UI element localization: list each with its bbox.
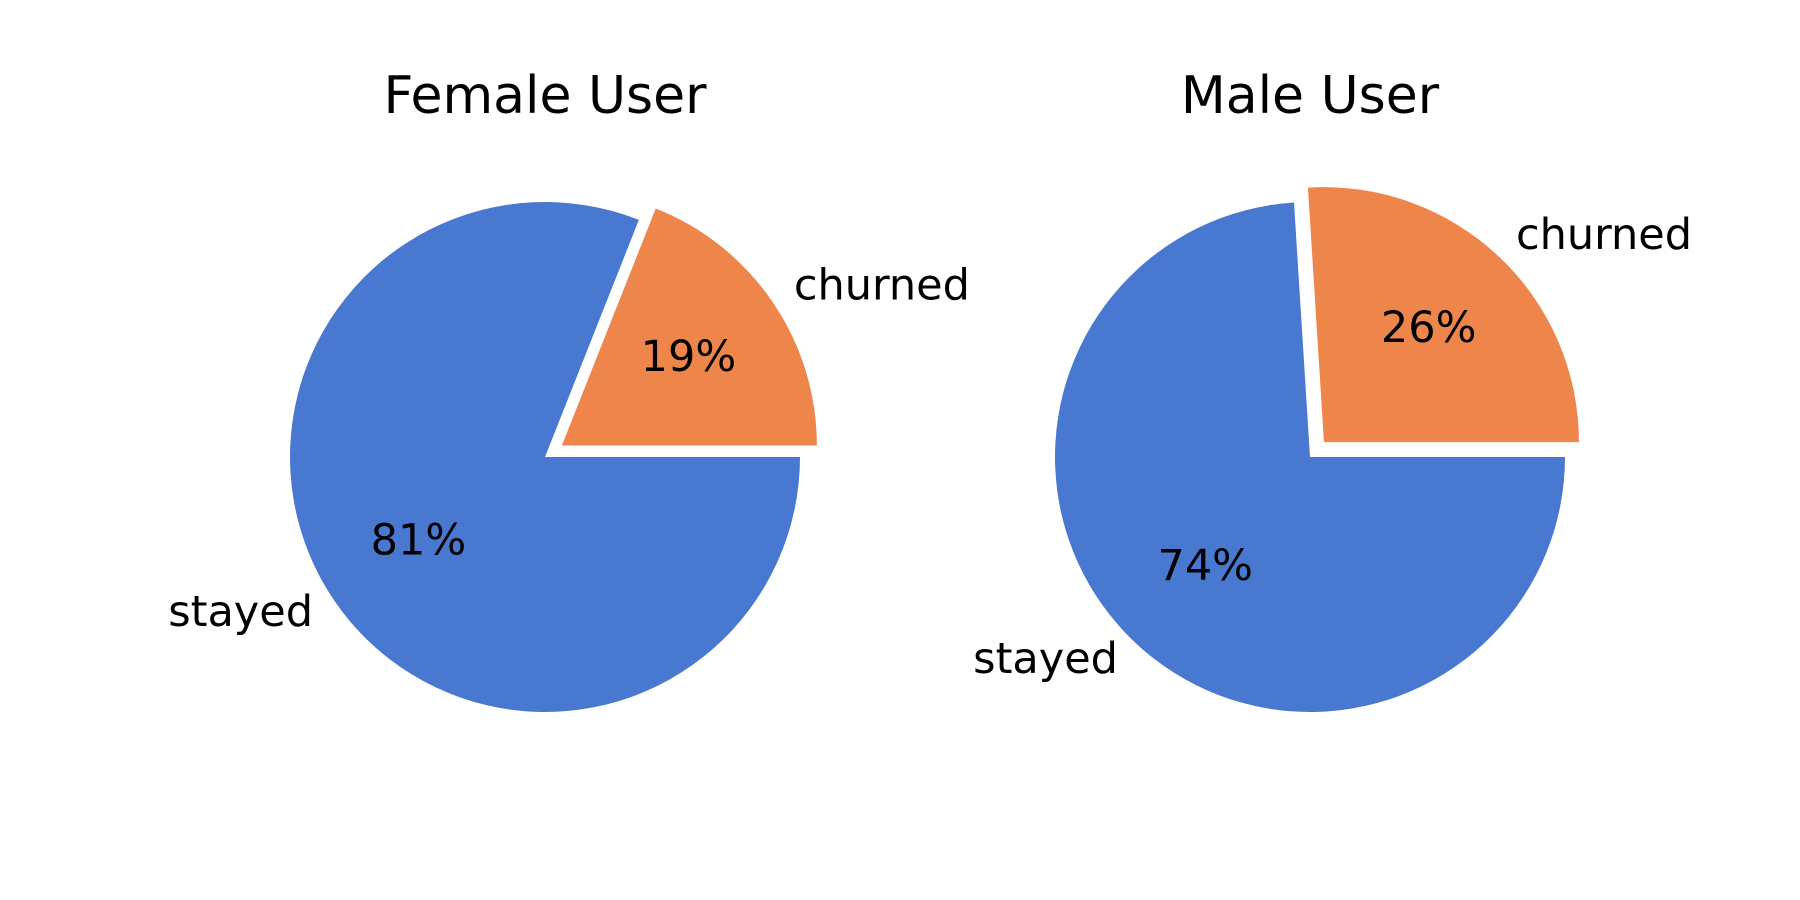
slice-label-churned: churned (794, 260, 970, 310)
pie-slices-female (290, 201, 817, 712)
slice-label-stayed: stayed (168, 587, 313, 637)
slice-label-churned: churned (1516, 210, 1692, 260)
pie-slice-stayed (1055, 202, 1565, 713)
pie-chart-female: Female User stayed 81% churned 19% (168, 66, 970, 712)
pct-label-churned: 26% (1381, 303, 1477, 353)
pie-slices-male (1055, 187, 1579, 713)
pie-labels-female: stayed 81% churned 19% (168, 260, 970, 637)
chart-title-male: Male User (1181, 66, 1440, 126)
pie-slice-stayed (290, 201, 801, 712)
pie-slice-churned (1307, 187, 1579, 443)
slice-label-stayed: stayed (973, 634, 1118, 684)
pie-slice-churned (561, 208, 817, 446)
pct-label-stayed: 81% (371, 515, 467, 565)
pie-chart-male: Male User stayed 74% churned 26% (973, 66, 1692, 713)
pie-labels-male: stayed 74% churned 26% (973, 210, 1692, 684)
pct-label-stayed: 74% (1157, 541, 1253, 591)
pct-label-churned: 19% (641, 332, 737, 382)
chart-title-female: Female User (383, 66, 707, 126)
